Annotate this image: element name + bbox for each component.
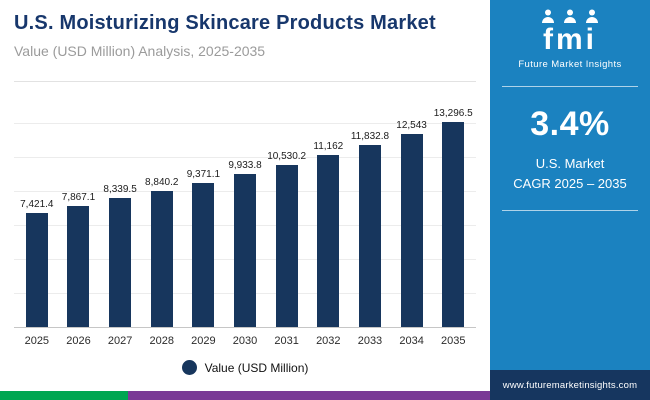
x-axis-label: 2027 (107, 335, 133, 347)
bar-group: 9,933.8 (224, 160, 266, 327)
bar (67, 206, 90, 327)
bar-group: 11,832.8 (349, 131, 391, 327)
bar (234, 174, 257, 327)
bar-value-label: 7,867.1 (61, 192, 96, 203)
website-footer: www.futuremarketinsights.com (490, 370, 650, 400)
chart-panel: U.S. Moisturizing Skincare Products Mark… (0, 0, 490, 400)
page-title: U.S. Moisturizing Skincare Products Mark… (14, 12, 436, 34)
cagr-value: 3.4% (530, 104, 610, 143)
bar (317, 155, 340, 327)
cagr-label-line2: CAGR 2025 – 2035 (513, 175, 627, 191)
stripe-purple-segment (128, 391, 490, 400)
bar (192, 183, 215, 327)
bar-group: 8,840.2 (141, 177, 183, 327)
bar-group: 7,867.1 (58, 192, 100, 327)
x-axis-labels: 2025 2026 2027 2028 2029 2030 2031 2032 2033 2034… (14, 335, 476, 347)
legend-label: Value (USD Million) (204, 360, 309, 375)
bar (400, 134, 423, 327)
bar-group: 12,543 (391, 120, 433, 327)
cagr-label: U.S. Market CAGR 2025 – 2035 (513, 154, 626, 194)
x-axis-label: 2026 (66, 335, 91, 347)
bar-chart: 7,421.4 7,867.1 8,339.5 8,840.2 9,371.1 9,933… (14, 92, 476, 347)
panel-divider-top (502, 85, 638, 87)
bar-group: 7,421.4 (16, 199, 58, 327)
logo-text: fmi (543, 23, 597, 56)
x-axis-label: 2035 (440, 335, 466, 347)
bar-value-label: 7,421.4 (20, 199, 54, 210)
brand-panel: fmi Future Market Insights 3.4% U.S. Mar… (490, 0, 650, 400)
fmi-logo: fmi Future Market Insights (518, 8, 621, 70)
bar-group: 10,530.2 (266, 151, 308, 327)
x-axis-label: 2029 (191, 335, 216, 347)
panel-divider-bottom (502, 209, 638, 211)
bar-value-label: 13,296.5 (433, 108, 473, 119)
people-icons (542, 9, 598, 23)
bar-value-label: 11,162 (313, 141, 344, 152)
bar (442, 122, 465, 327)
chart-header: U.S. Moisturizing Skincare Products Mark… (0, 0, 490, 59)
bar-value-label: 8,840.2 (145, 177, 179, 188)
bar-group: 9,371.1 (183, 169, 225, 327)
bar-value-label: 9,933.8 (228, 160, 262, 171)
bar (358, 145, 381, 327)
bar-value-label: 8,339.5 (103, 184, 137, 195)
bar-group: 8,339.5 (99, 184, 141, 327)
x-axis-label: 2025 (24, 335, 50, 347)
x-axis-label: 2028 (149, 335, 174, 347)
bar-value-label: 11,832.8 (350, 131, 390, 142)
stripe-green-segment (0, 391, 128, 400)
x-axis-label: 2032 (316, 335, 341, 347)
bar-value-label: 12,543 (396, 120, 427, 131)
x-axis-label: 2033 (357, 335, 383, 347)
bar (275, 165, 298, 327)
cagr-label-line1: U.S. Market (535, 155, 605, 171)
plot-area: 7,421.4 7,867.1 8,339.5 8,840.2 9,371.1 9,933… (14, 92, 476, 328)
x-axis-label: 2030 (232, 335, 258, 347)
bar-value-label: 9,371.1 (186, 169, 221, 180)
bottom-stripe (0, 391, 490, 400)
bar (25, 213, 48, 327)
brand-name: Future Market Insights (518, 58, 622, 70)
bar (109, 198, 132, 327)
website-url: www.futuremarketinsights.com (502, 379, 638, 391)
header-divider (14, 81, 476, 82)
page-subtitle: Value (USD Million) Analysis, 2025-2035 (14, 43, 266, 59)
x-axis-label: 2034 (399, 335, 424, 347)
bar-value-label: 10,530.2 (267, 151, 307, 162)
bar (150, 191, 173, 327)
bar-group: 11,162 (307, 141, 349, 327)
legend-dot-icon (181, 360, 197, 375)
chart-legend: Value (USD Million) (0, 360, 490, 375)
bar-group: 13,296.5 (432, 108, 474, 327)
x-axis-label: 2031 (274, 335, 299, 347)
